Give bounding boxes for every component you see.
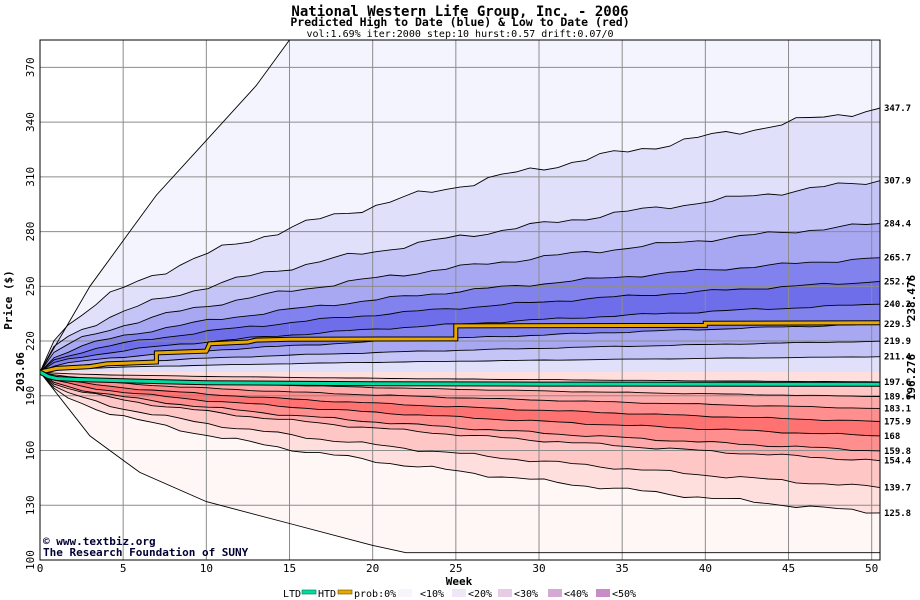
y-tick-label: 100: [24, 550, 37, 570]
start-price-label: 203.06: [14, 352, 27, 392]
low-band-label: 159.8: [884, 447, 911, 457]
low-band-9: [40, 371, 880, 382]
plot-area: 0 5 10 15 20 25 30 35 40 45 50 100 130 160 190 220 250 28…: [14, 39, 918, 575]
ticks: 0 5 10 15 20 25 30 35 40 45 50 100 130 160 190 220 250 28…: [14, 57, 878, 575]
band-boundary-line: [40, 257, 880, 373]
right-labels: 211.4 219.9 229.3 240.2 252.7 265.7 284.4 307.9…: [884, 104, 918, 519]
legend-bin-label-1: <20%: [468, 589, 492, 600]
watermark-line-1: © www.textbiz.org: [43, 535, 156, 548]
band-boundary-line: [40, 371, 880, 437]
high-band-label: 284.4: [884, 220, 912, 230]
legend-bin-swatch-2: [498, 589, 512, 597]
low-band-label: 154.4: [884, 457, 912, 467]
low-band-label: 189.6: [884, 393, 911, 403]
legend-bin-label-4: <50%: [612, 589, 636, 600]
y-tick-label: 160: [24, 441, 37, 461]
x-tick-label: 40: [699, 562, 712, 575]
band-boundary-line: [40, 371, 880, 489]
watermark-line-2: The Research Foundation of SUNY: [43, 546, 249, 559]
high-band-label: 307.9: [884, 177, 911, 187]
legend-bin-label-2: <30%: [514, 589, 538, 600]
band-boundary-line: [40, 371, 880, 452]
x-tick-label: 35: [616, 562, 629, 575]
y-tick-label: 310: [24, 167, 37, 187]
band-boundary-line: [40, 371, 880, 514]
low-band-label: 168: [884, 432, 900, 442]
legend-bin-label-0: <10%: [420, 589, 444, 600]
x-tick-label: 50: [865, 562, 878, 575]
high-band-label: 240.2: [884, 300, 911, 310]
chart-subtitle: Predicted High to Date (blue) & Low to D…: [290, 15, 629, 29]
band-boundary-line: [40, 280, 880, 373]
x-tick-label: 5: [120, 562, 127, 575]
x-tick-label: 10: [200, 562, 213, 575]
x-tick-label: 0: [37, 562, 44, 575]
x-axis-label: Week: [446, 575, 473, 588]
band-boundary-line: [40, 371, 880, 409]
legend-ltd-swatch: [301, 589, 317, 595]
legend-bin-swatch-4: [596, 589, 610, 597]
band-boundary-line: [40, 371, 880, 462]
band-boundary-line: [40, 371, 880, 422]
chart-title: National Western Life Group, Inc. - 2006: [291, 4, 628, 20]
band-boundary-line: [40, 340, 880, 373]
y-tick-label: 190: [24, 386, 37, 406]
y-tick-label: 220: [24, 331, 37, 351]
high-band-label: 211.4: [884, 353, 912, 363]
y-tick-label: 370: [24, 57, 37, 77]
low-band-label: 175.9: [884, 418, 911, 428]
x-tick-label: 25: [449, 562, 462, 575]
y-tick-label: 250: [24, 276, 37, 296]
low-band-label: 139.7: [884, 484, 911, 494]
low-band-label: 125.8: [884, 509, 911, 519]
legend-bin-label-3: <40%: [564, 589, 588, 600]
high-band-label: 219.9: [884, 337, 911, 347]
plot-frame: [39, 39, 881, 561]
band-layer: [40, 40, 880, 560]
legend-ltd-label: LTD: [283, 589, 301, 600]
y-tick-label: 280: [24, 222, 37, 242]
x-tick-label: 30: [532, 562, 545, 575]
legend-htd-label: HTD: [318, 589, 336, 600]
legend-bin-swatch-1: [452, 589, 466, 597]
band-boundary-line: [40, 107, 880, 373]
upper-envelope-line: [40, 40, 880, 373]
y-tick-label: 340: [24, 112, 37, 132]
high-band-label: 265.7: [884, 254, 911, 264]
low-band-label: 183.1: [884, 404, 911, 414]
y-tick-label: 130: [24, 495, 37, 515]
high-band-label: 229.3: [884, 320, 911, 330]
ltd-line: [40, 370, 880, 386]
grid: [39, 40, 880, 560]
band-boundary-line: [40, 356, 880, 373]
x-tick-label: 15: [283, 562, 296, 575]
high-band-label: 347.7: [884, 104, 911, 114]
htd-value-label: 238.476: [905, 274, 918, 321]
chart-params: vol:1.69% iter:2000 step:10 hurst:0.57 d…: [306, 29, 613, 40]
x-tick-label: 45: [782, 562, 795, 575]
high-band-9: [40, 356, 880, 372]
high-band-label: 252.7: [884, 277, 911, 287]
band-boundary-line: [40, 180, 880, 373]
legend-htd-swatch: [337, 589, 353, 595]
band-outline-layer: [40, 40, 880, 554]
x-tick-label: 20: [366, 562, 379, 575]
band-boundary-line: [40, 371, 880, 383]
legend-bin-swatch-3: [548, 589, 562, 597]
low-band-label: 197.6: [884, 378, 911, 388]
htd-line: [40, 321, 880, 374]
band-boundary-line: [40, 223, 880, 373]
legend-prob-label: prob:0%: [354, 589, 396, 600]
legend: LTD HTD prob:0% <10% <20% <30% <40% <50%: [283, 589, 636, 600]
legend-bin-swatch-0: [398, 589, 412, 597]
lower-envelope-line: [40, 371, 880, 554]
y-axis-label: Price ($): [2, 270, 15, 330]
ltd-value-label: 196.276: [905, 353, 918, 400]
